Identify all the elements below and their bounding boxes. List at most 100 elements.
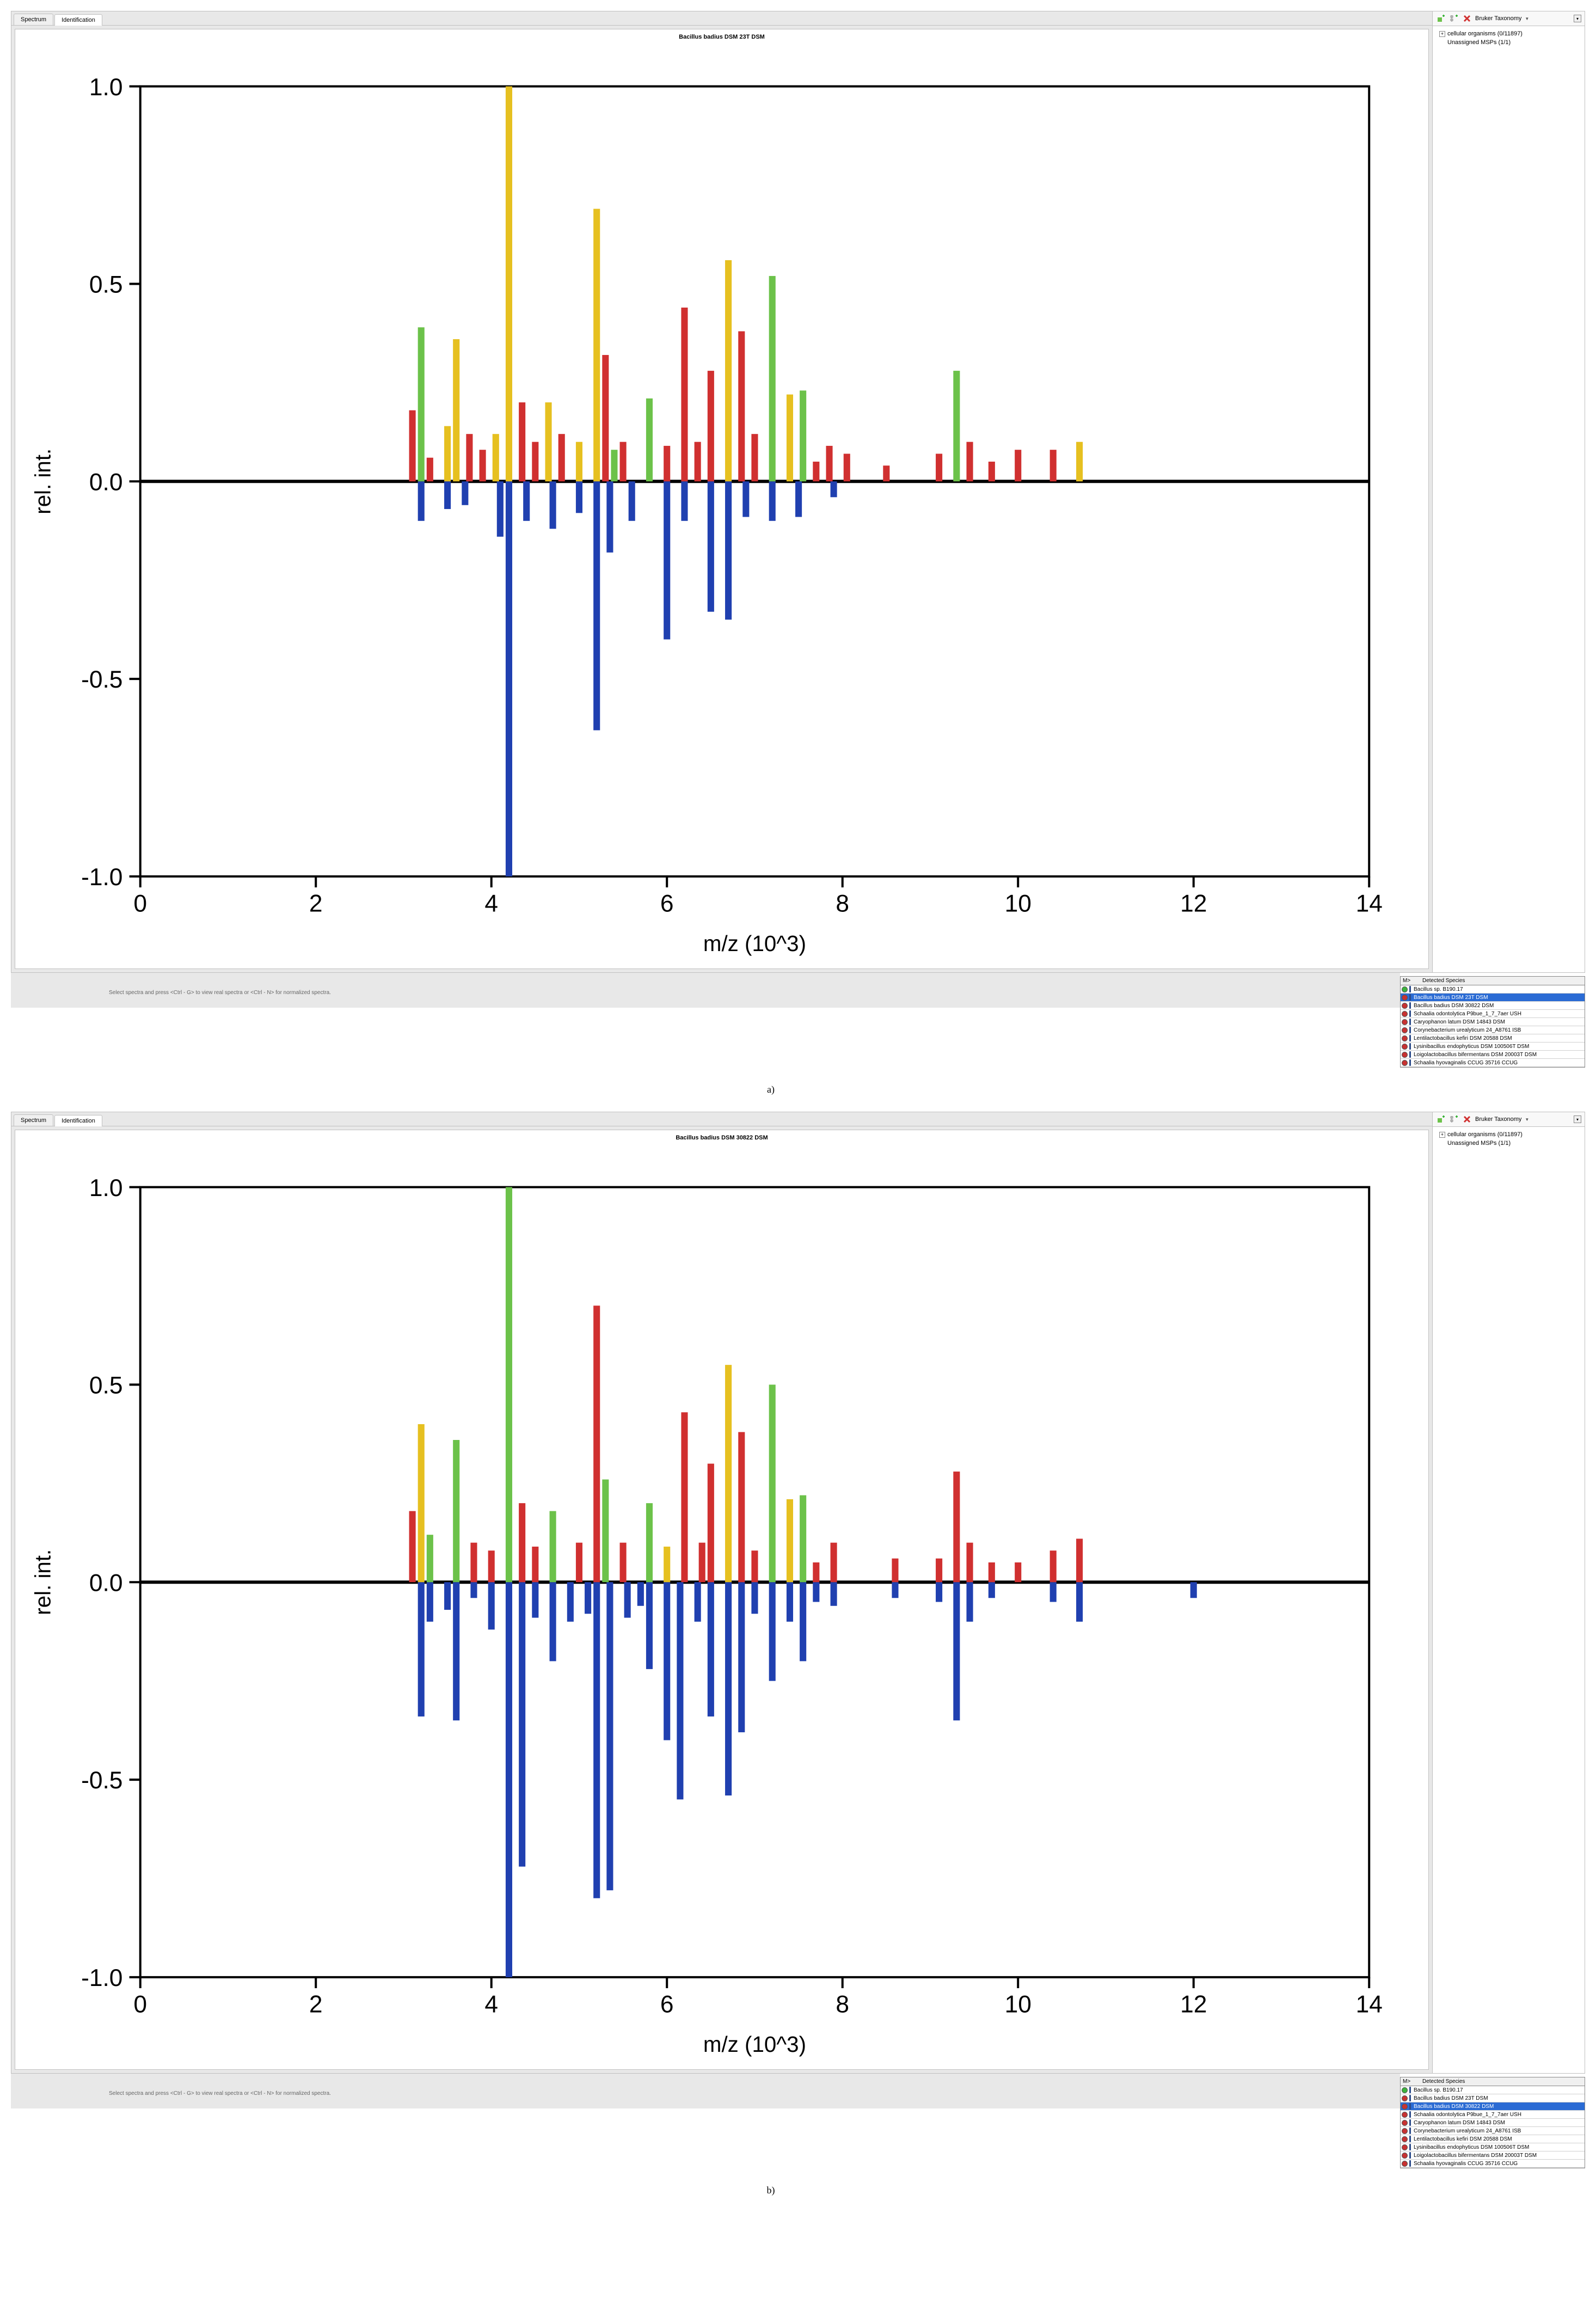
species-row[interactable]: Loigolactobacillus bifermentans DSM 2000… (1401, 1051, 1585, 1059)
tab-identification[interactable]: Identification (54, 1115, 102, 1126)
panel-minimize-icon[interactable]: ▾ (1574, 15, 1581, 22)
msp-bar-icon (1409, 2160, 1411, 2167)
species-row[interactable]: Schaalia odontolytica P9bue_1_7_7aer USH (1401, 1010, 1585, 1018)
svg-text:1.0: 1.0 (89, 1175, 123, 1201)
tree-add-icon[interactable] (1436, 1114, 1446, 1124)
status-dot-icon (1402, 1060, 1408, 1066)
delete-icon[interactable] (1462, 14, 1472, 23)
spectrum-chart-b: -1.0-0.50.00.51.002468101214m/z (10^3)re… (20, 1143, 1424, 2065)
msp-bar-icon (1409, 1051, 1411, 1058)
svg-text:12: 12 (1180, 1991, 1207, 2018)
status-dot-icon (1402, 2144, 1408, 2150)
svg-text:1.0: 1.0 (89, 74, 123, 101)
species-row[interactable]: Loigolactobacillus bifermentans DSM 2000… (1401, 2151, 1585, 2160)
species-row[interactable]: Bacillus badius DSM 30822 DSM (1401, 1002, 1585, 1010)
species-row[interactable]: Schaalia hyovaginalis CCUG 35716 CCUG (1401, 1059, 1585, 1067)
species-header: M> Detected Species (1401, 977, 1585, 985)
taxonomy-toolbar: Bruker Taxonomy ▼ ▾ (1433, 1112, 1585, 1127)
svg-text:14: 14 (1356, 890, 1383, 917)
taxonomy-toolbar: Bruker Taxonomy ▼ ▾ (1433, 11, 1585, 26)
species-name: Lysinibacillus endophyticus DSM 100506T … (1413, 1044, 1529, 1050)
status-dot-icon (1402, 1003, 1408, 1009)
species-row[interactable]: Lentilactobacillus kefiri DSM 20588 DSM (1401, 2135, 1585, 2143)
species-row[interactable]: Schaalia hyovaginalis CCUG 35716 CCUG (1401, 2160, 1585, 2168)
tree-item[interactable]: Unassigned MSPs (1/1) (1436, 1139, 1581, 1148)
spectrum-chart-a: -1.0-0.50.00.51.002468101214m/z (10^3)re… (20, 42, 1424, 964)
app-window: Spectrum Identification Bacillus badius … (11, 11, 1585, 973)
dropdown-arrow-icon[interactable]: ▼ (1525, 1117, 1529, 1122)
species-row[interactable]: Bacillus sp. B190.17 (1401, 2086, 1585, 2094)
svg-text:0.5: 0.5 (89, 272, 123, 298)
right-pane: Bruker Taxonomy ▼ ▾ +cellular organisms … (1432, 11, 1585, 972)
species-name: Bacillus badius DSM 23T DSM (1413, 2095, 1488, 2101)
right-pane: Bruker Taxonomy ▼ ▾ +cellular organisms … (1432, 1112, 1585, 2073)
species-name: Schaalia hyovaginalis CCUG 35716 CCUG (1413, 1060, 1518, 1066)
taxonomy-tree[interactable]: +cellular organisms (0/11897)Unassigned … (1433, 1127, 1585, 2073)
species-row[interactable]: Bacillus badius DSM 23T DSM (1401, 2094, 1585, 2102)
status-dot-icon (1402, 1027, 1408, 1033)
species-name: Lentilactobacillus kefiri DSM 20588 DSM (1413, 1035, 1512, 1041)
msp-bar-icon (1409, 1043, 1411, 1050)
msp-bar-icon (1409, 1035, 1411, 1041)
species-row[interactable]: Caryophanon latum DSM 14843 DSM (1401, 1018, 1585, 1026)
col-name[interactable]: Detected Species (1422, 978, 1465, 984)
dropdown-arrow-icon[interactable]: ▼ (1525, 16, 1529, 21)
svg-text:-0.5: -0.5 (81, 666, 122, 693)
species-row[interactable]: Lysinibacillus endophyticus DSM 100506T … (1401, 1043, 1585, 1051)
tab-bar: Spectrum Identification (11, 1112, 1432, 1126)
status-dot-icon (1402, 2087, 1408, 2093)
species-row[interactable]: Lysinibacillus endophyticus DSM 100506T … (1401, 2143, 1585, 2151)
species-name: Lysinibacillus endophyticus DSM 100506T … (1413, 2144, 1529, 2150)
species-row[interactable]: Caryophanon latum DSM 14843 DSM (1401, 2119, 1585, 2127)
svg-text:0.0: 0.0 (89, 1570, 123, 1597)
species-name: Bacillus badius DSM 30822 DSM (1413, 2104, 1494, 2110)
species-row[interactable]: Lentilactobacillus kefiri DSM 20588 DSM (1401, 1034, 1585, 1043)
svg-text:0.0: 0.0 (89, 469, 123, 495)
col-m[interactable]: M> (1403, 2079, 1422, 2085)
panel-minimize-icon[interactable]: ▾ (1574, 1115, 1581, 1123)
msp-bar-icon (1409, 2087, 1411, 2093)
species-name: Loigolactobacillus bifermentans DSM 2000… (1413, 2153, 1537, 2159)
svg-text:8: 8 (836, 1991, 849, 2018)
col-name[interactable]: Detected Species (1422, 2079, 1465, 2085)
svg-text:0.5: 0.5 (89, 1372, 123, 1399)
svg-text:rel. int.: rel. int. (30, 449, 55, 514)
tree-add-icon[interactable] (1436, 14, 1446, 23)
tree-item-label: Unassigned MSPs (1/1) (1447, 1140, 1511, 1147)
tree-item[interactable]: +cellular organisms (0/11897) (1436, 1130, 1581, 1139)
tree-item[interactable]: Unassigned MSPs (1/1) (1436, 38, 1581, 47)
tree-expander-icon[interactable]: + (1439, 31, 1445, 37)
tree-expander-icon[interactable]: + (1439, 1132, 1445, 1138)
tree-item-label: Unassigned MSPs (1/1) (1447, 39, 1511, 46)
taxonomy-tree[interactable]: +cellular organisms (0/11897)Unassigned … (1433, 26, 1585, 972)
svg-text:rel. int.: rel. int. (30, 1549, 55, 1615)
species-row[interactable]: Bacillus badius DSM 23T DSM (1401, 994, 1585, 1002)
species-row[interactable]: Bacillus badius DSM 30822 DSM (1401, 2102, 1585, 2111)
status-dot-icon (1402, 2095, 1408, 2101)
msp-bar-icon (1409, 1059, 1411, 1066)
col-m[interactable]: M> (1403, 978, 1422, 984)
species-row[interactable]: Corynebacterium urealyticum 24_A8761 ISB (1401, 2127, 1585, 2135)
tab-identification[interactable]: Identification (54, 14, 102, 26)
species-row[interactable]: Corynebacterium urealyticum 24_A8761 ISB (1401, 1026, 1585, 1034)
tab-spectrum[interactable]: Spectrum (14, 1114, 53, 1126)
species-name: Bacillus badius DSM 30822 DSM (1413, 1003, 1494, 1009)
species-row[interactable]: Bacillus sp. B190.17 (1401, 985, 1585, 994)
status-dot-icon (1402, 2104, 1408, 2110)
tree-expand-icon[interactable] (1449, 1114, 1459, 1124)
detected-species-panel: M> Detected Species Bacillus sp. B190.17… (1400, 2077, 1585, 2168)
msp-bar-icon (1409, 2111, 1411, 2118)
svg-text:0: 0 (133, 1991, 147, 2018)
tree-expand-icon[interactable] (1449, 14, 1459, 23)
svg-text:8: 8 (836, 890, 849, 917)
status-dot-icon (1402, 2128, 1408, 2134)
tree-item-label: cellular organisms (0/11897) (1447, 1131, 1523, 1138)
species-name: Schaalia hyovaginalis CCUG 35716 CCUG (1413, 2161, 1518, 2167)
screenshot-a: Spectrum Identification Bacillus badius … (11, 11, 1585, 1068)
species-row[interactable]: Schaalia odontolytica P9bue_1_7_7aer USH (1401, 2111, 1585, 2119)
msp-bar-icon (1409, 2136, 1411, 2142)
delete-icon[interactable] (1462, 1114, 1472, 1124)
tab-spectrum[interactable]: Spectrum (14, 14, 53, 25)
status-dot-icon (1402, 2112, 1408, 2118)
tree-item[interactable]: +cellular organisms (0/11897) (1436, 29, 1581, 38)
